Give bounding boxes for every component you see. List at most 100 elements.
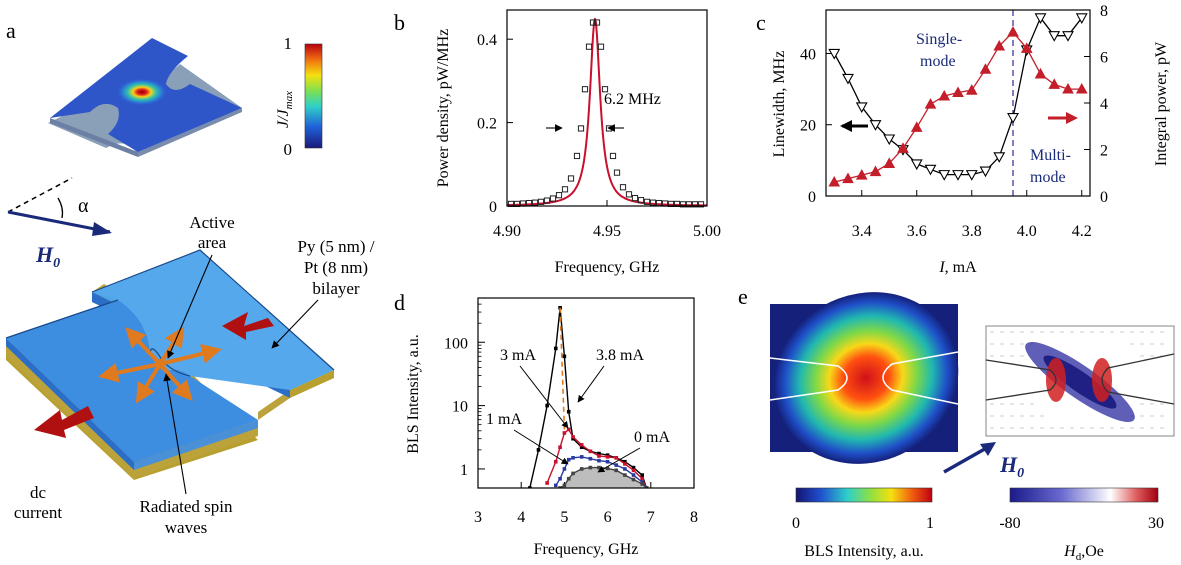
active-area-label-1: Active <box>189 213 234 232</box>
c-yleft-tick-label: 40 <box>800 46 816 63</box>
h0-arrow-e <box>943 442 996 474</box>
d-data-point <box>605 455 610 459</box>
d-data-point <box>623 462 627 466</box>
d-data-point <box>566 476 571 481</box>
c-power-point <box>1034 67 1047 79</box>
hd-colorbar-label: Hd,Oe <box>1063 543 1104 563</box>
bls-colorbar <box>795 487 933 503</box>
d-data-point <box>588 465 593 470</box>
d-data-point <box>536 448 541 452</box>
d-data-point <box>614 468 619 473</box>
panel-c-ylabel-left: Linewidth, MHz <box>771 51 788 158</box>
c-power-point <box>828 176 841 187</box>
d-peak-shift-line <box>559 307 566 430</box>
b-data-point <box>613 169 621 176</box>
device-3d-drawing <box>5 249 335 480</box>
c-linewidth-point <box>1075 13 1088 24</box>
panel-c-frame <box>825 9 1091 197</box>
c-linewidth-point <box>965 170 978 181</box>
c-linewidth-point <box>842 73 854 85</box>
b-data-point <box>631 194 639 202</box>
d-data-point <box>579 443 584 447</box>
panel-e-letter: e <box>738 284 748 309</box>
dc-current-label-2: current <box>14 503 62 522</box>
c-power-point <box>842 172 854 184</box>
d-data-point <box>640 473 644 477</box>
b-data-point <box>649 199 657 206</box>
multi-mode-label-1: Multi- <box>1030 147 1071 164</box>
h0-arrow-e-icon <box>980 442 996 456</box>
panel-b-ylabel: Power density, pW/MHz <box>435 29 452 188</box>
panel-b-letter: b <box>394 10 405 35</box>
d-data-point <box>571 471 575 476</box>
panel-b-plot: 4.90 4.95 5.00 0 0.2 0.4 <box>477 18 721 240</box>
label-3ma: 3 mA <box>500 347 536 364</box>
left-axis-arrow-icon <box>840 120 868 132</box>
label-1ma: 1 mA <box>486 411 522 428</box>
d-data-point <box>640 476 644 481</box>
hd-colorbar-min: -80 <box>999 515 1020 532</box>
panel-d-plot: 3 4 5 6 7 8 1 10 100 <box>444 303 698 526</box>
c-power-point <box>869 165 882 177</box>
c-linewidth-point <box>1034 13 1047 24</box>
c-power-point <box>965 84 978 95</box>
c-linewidth-point <box>952 170 964 181</box>
d-xtick-label: 6 <box>604 509 612 526</box>
c-yright-tick-label: 0 <box>1100 189 1108 206</box>
d-data-point <box>558 476 562 481</box>
b-data-point <box>573 152 581 160</box>
panel-d-letter: d <box>394 290 405 315</box>
h0-label-e: H0 <box>999 452 1024 481</box>
c-linewidth-point <box>938 170 951 181</box>
b-data-point <box>625 191 633 198</box>
d-data-point <box>614 463 619 467</box>
c-linewidth-point <box>1062 31 1074 42</box>
bls-colorbar-min: 0 <box>792 515 800 532</box>
b-data-point <box>589 19 597 26</box>
d-area-0ma <box>560 467 647 488</box>
b-data-point <box>697 201 705 208</box>
dc-current-label-1: dc <box>30 483 47 502</box>
d-data-point <box>588 456 593 461</box>
hd-colorbar <box>1009 487 1159 503</box>
d-data-point <box>640 480 644 484</box>
c-linewidth-point <box>855 102 868 114</box>
c-yleft-tick-label: 20 <box>800 118 816 135</box>
h0-arrow-icon <box>92 222 112 236</box>
bls-intensity-map <box>769 292 959 464</box>
d-xtick-label: 8 <box>690 509 698 526</box>
b-data-point <box>637 197 645 204</box>
d-data-point <box>553 483 558 488</box>
label-38ma: 3.8 mA <box>596 347 644 364</box>
c-linewidth-point <box>910 159 923 171</box>
c-xtick-label: 3.6 <box>907 223 927 240</box>
d-data-point <box>562 431 567 435</box>
d-xtick-label: 4 <box>517 509 525 526</box>
c-yright-tick-label: 6 <box>1100 50 1108 67</box>
j-colorbar-label: J/Jmax <box>275 91 295 128</box>
d-data-point <box>579 455 584 459</box>
d-data-point <box>588 449 593 454</box>
b-xtick-label: 4.95 <box>593 223 621 240</box>
d-data-point <box>623 459 627 464</box>
c-power-point <box>1020 42 1033 53</box>
svg-text:J/Jmax: J/Jmax <box>275 91 295 128</box>
c-linewidth-point <box>924 164 937 176</box>
c-linewidth-point <box>1007 113 1019 124</box>
d-data-point <box>605 459 610 464</box>
d-data-point <box>579 445 584 450</box>
c-yright-tick-label: 8 <box>1100 3 1108 20</box>
b-ytick-label: 0 <box>489 199 497 216</box>
b-data-point <box>577 125 585 132</box>
c-linewidth-point <box>883 134 896 146</box>
b-data-point <box>597 43 605 50</box>
panel-d: d 3 4 5 6 7 8 1 10 100 BLS Intensity, a.u. Frequ… <box>394 290 698 558</box>
d-data-point <box>566 409 571 414</box>
j-colorbar-min: 0 <box>284 140 293 159</box>
panel-c: c 3.4 3.6 3.8 4.0 4.2 0 20 40 0 2 4 6 8 Linewidth, M… <box>756 3 1170 276</box>
label-0ma: 0 mA <box>634 429 670 446</box>
c-power-point <box>1007 26 1019 37</box>
d-data-point <box>571 435 575 439</box>
c-power-point <box>883 157 896 168</box>
